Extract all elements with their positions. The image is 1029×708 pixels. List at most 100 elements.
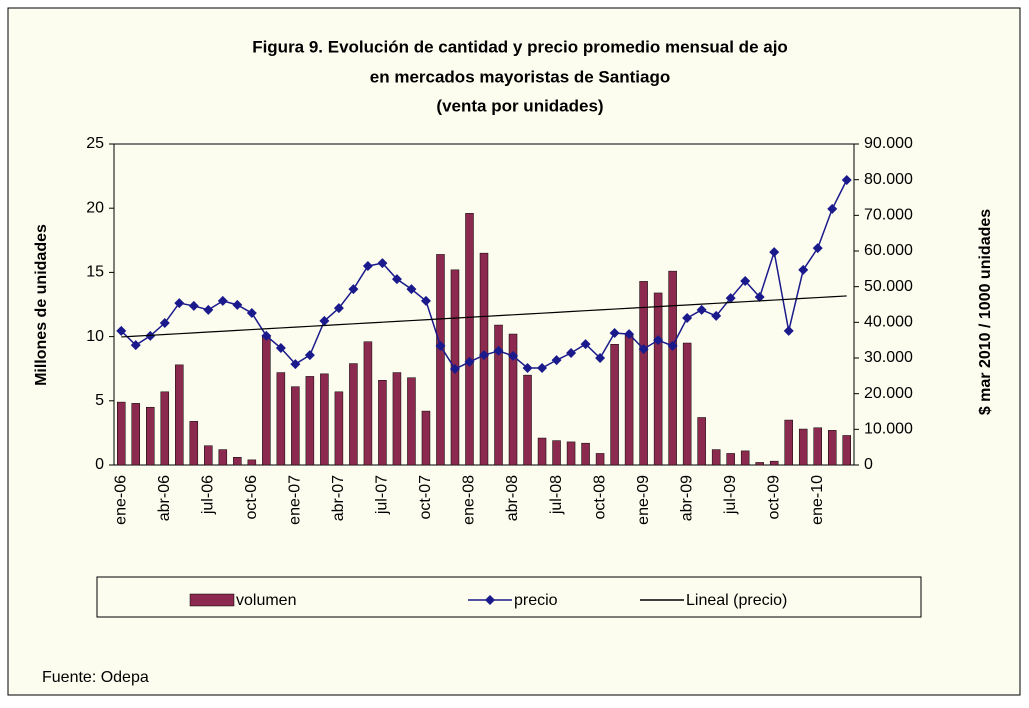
price-marker [638, 344, 649, 355]
y2-axis-title: $ mar 2010 / 1000 unidades [977, 209, 994, 415]
x-tick-label: oct-09 [765, 475, 782, 520]
price-marker [188, 300, 199, 311]
legend-label: volumen [236, 592, 296, 609]
bar [697, 417, 706, 466]
bar [131, 403, 141, 466]
price-marker [551, 355, 562, 366]
bar [610, 344, 619, 466]
price-marker [595, 353, 606, 363]
price-marker [667, 340, 678, 351]
bar [711, 449, 721, 466]
price-marker [725, 293, 736, 304]
legend-marker [485, 595, 495, 605]
price-marker [377, 258, 388, 269]
bar [160, 391, 170, 466]
bar [552, 440, 561, 466]
price-marker [580, 339, 591, 350]
bar [378, 380, 387, 466]
y2-tick-label: 0 [864, 456, 873, 473]
bar [407, 377, 416, 466]
y-tick-label: 15 [86, 264, 104, 281]
y2-tick-label: 20.000 [864, 385, 913, 402]
legend-label: precio [514, 592, 558, 609]
bar [668, 270, 677, 466]
bar [276, 372, 286, 466]
price-marker [319, 315, 330, 326]
price-marker [508, 350, 519, 361]
price-marker [624, 329, 635, 340]
bar [305, 376, 315, 466]
price-marker [261, 330, 272, 341]
price-marker [174, 298, 185, 309]
price-marker [841, 175, 852, 186]
price-marker [754, 292, 765, 303]
price-marker [203, 304, 214, 315]
bar [639, 281, 648, 466]
bar [204, 445, 213, 466]
bar [537, 437, 547, 466]
bar [320, 373, 329, 466]
price-marker [217, 295, 228, 306]
price-marker [537, 362, 548, 373]
bar [508, 333, 518, 466]
price-marker [653, 335, 664, 346]
price-marker [391, 274, 402, 285]
y2-tick-label: 30.000 [864, 349, 913, 366]
price-marker [522, 362, 533, 373]
bar [523, 374, 532, 466]
price-marker [406, 284, 417, 295]
x-tick-label: jul-08 [548, 475, 565, 515]
chart-title: (venta por unidades) [436, 96, 603, 115]
y2-tick-label: 90.000 [864, 135, 913, 152]
x-tick-label: abr-09 [678, 475, 695, 521]
bar [465, 213, 474, 466]
price-marker [609, 328, 620, 339]
chart-title: en mercados mayoristas de Santiago [370, 67, 670, 86]
x-tick-label: oct-08 [591, 475, 608, 520]
price-marker [159, 318, 170, 329]
price-marker [420, 295, 431, 306]
x-tick-label: oct-07 [417, 475, 434, 520]
price-marker [493, 345, 504, 356]
bar [349, 363, 358, 466]
x-tick-label: jul-07 [374, 475, 391, 515]
price-marker [362, 260, 373, 271]
price-marker [696, 304, 707, 315]
bar [189, 421, 199, 466]
trend-line [121, 295, 847, 338]
y2-tick-label: 10.000 [864, 421, 913, 438]
price-marker [116, 325, 127, 336]
x-tick-label: ene-06 [112, 475, 129, 525]
bar [813, 427, 822, 466]
bar [262, 336, 271, 466]
bar [653, 292, 663, 466]
price-marker [783, 325, 794, 336]
source-note: Fuente: Odepa [42, 669, 149, 686]
price-marker [435, 340, 446, 351]
x-tick-label: jul-06 [200, 475, 217, 515]
bar [334, 391, 344, 466]
bar [175, 364, 184, 466]
legend-swatch [189, 593, 235, 607]
bar [233, 457, 242, 466]
bar [291, 386, 300, 466]
x-tick-label: ene-07 [287, 475, 304, 525]
price-marker [827, 203, 838, 214]
bar [247, 459, 257, 466]
price-marker [566, 348, 577, 359]
price-marker [798, 264, 809, 275]
x-tick-label: oct-06 [243, 475, 260, 520]
price-marker [449, 364, 460, 375]
bar [682, 342, 692, 466]
price-marker [711, 310, 722, 321]
bar [494, 324, 503, 466]
price-marker [464, 356, 475, 367]
bar [740, 450, 750, 466]
bar [595, 453, 605, 466]
price-marker [682, 313, 693, 324]
bar [363, 341, 373, 466]
bar [827, 430, 837, 466]
x-tick-label: ene-09 [635, 475, 652, 525]
x-tick-label: jul-09 [722, 475, 739, 515]
